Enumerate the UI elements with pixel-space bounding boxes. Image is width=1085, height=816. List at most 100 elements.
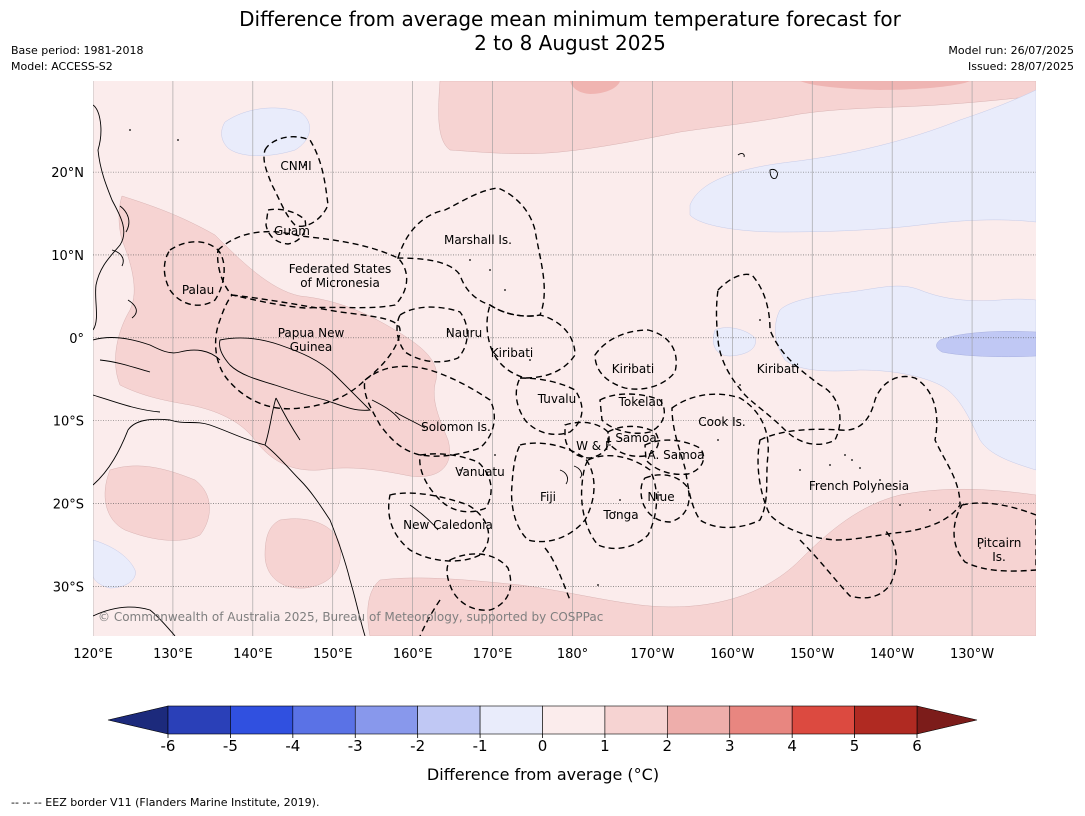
region-label: Palau	[182, 283, 214, 297]
cool-area-northeast	[689, 89, 1036, 233]
map-title: Difference from average mean minimum tem…	[0, 7, 1085, 55]
lon-tick-label: 150°E	[313, 647, 353, 662]
region-label-line: Federated States	[289, 262, 391, 276]
cool-area-southwest	[93, 539, 136, 589]
region-label-line: Tokelau	[618, 395, 664, 409]
eez-cook	[671, 393, 769, 529]
lon-tick-label: 120°E	[73, 647, 113, 662]
warm-area-north-pacific-core	[570, 81, 620, 94]
region-label-line: of Micronesia	[300, 276, 380, 290]
region-label: Cook Is.	[698, 415, 745, 429]
lat-tick-label: 10°N	[51, 249, 84, 264]
lon-tick-label: 150°W	[790, 647, 834, 662]
region-label-line: A. Samoa	[648, 448, 705, 462]
warm-area-north-pacific	[438, 81, 1036, 154]
region-label: CNMI	[280, 159, 311, 173]
warm-area-north-pacific-core-2	[800, 81, 970, 90]
colorbar-segment	[604, 705, 668, 735]
lon-tick-label: 180°	[557, 647, 588, 662]
colorbar-segment	[230, 705, 294, 735]
warm-area-australia	[104, 465, 210, 541]
lat-tick-label: 30°S	[53, 580, 84, 595]
coast-asia-philippines	[93, 104, 125, 331]
eez-cnmi	[263, 136, 329, 227]
region-label: Niue	[647, 490, 674, 504]
cool-area-northwest	[221, 107, 310, 157]
meta-right: Model run: 26/07/2025 Issued: 28/07/2025	[948, 43, 1074, 75]
base-period: Base period: 1981-2018	[11, 44, 144, 57]
region-label: Papua New Guinea	[278, 326, 345, 354]
region-label-line: Samoa	[615, 431, 656, 445]
lat-tick-label: 20°N	[51, 166, 84, 181]
eez-borders	[163, 136, 1036, 636]
colorbar-tick-label: 3	[725, 737, 735, 755]
eez-vanuatu	[419, 453, 492, 513]
region-label-line: W & F	[576, 439, 612, 453]
warm-area-south-central	[367, 488, 1036, 636]
region-label-line: Niue	[647, 490, 674, 504]
coast-indonesia	[93, 337, 221, 413]
region-label-line: French Polynesia	[809, 479, 909, 493]
lon-tick-label: 170°E	[473, 647, 513, 662]
colorbar-segments	[167, 705, 918, 735]
region-label: New Caledonia	[403, 518, 493, 532]
region-label-line: Pitcairn	[977, 536, 1022, 550]
latitude-tick-labels: 20°N 10°N 0° 10°S 20°S 30°S	[51, 166, 84, 595]
eez-tonga	[580, 455, 658, 550]
islands	[129, 129, 981, 586]
region-label-line: Papua New	[278, 326, 345, 340]
coast-philippines-islands	[111, 205, 137, 319]
colorbar-segment	[479, 705, 543, 735]
region-label-line: Tuvalu	[537, 392, 577, 406]
coast-hawaii	[737, 153, 778, 179]
colorbar-tick-label: 4	[787, 737, 797, 755]
lon-tick-label: 140°E	[233, 647, 273, 662]
colorbar-tick-labels: -6 -5 -4 -3 -2 -1 0 1 2 3 4 5 6	[161, 734, 922, 755]
region-label: French Polynesia	[809, 479, 909, 493]
region-label-line: Tonga	[602, 508, 638, 522]
colorbar-tick-label: -1	[473, 737, 488, 755]
region-label-line: Guinea	[290, 340, 333, 354]
coast-fiji	[559, 465, 583, 485]
eez-new-caledonia	[388, 492, 490, 562]
colorbar-tick-label: 2	[663, 737, 673, 755]
eez-palau	[163, 241, 225, 306]
colorbar-over-arrow	[916, 705, 978, 735]
region-label: Marshall Is.	[444, 233, 512, 247]
region-label: A. Samoa	[648, 448, 705, 462]
region-label: Federated States of Micronesia	[289, 262, 391, 290]
eez-kiribati-phoenix	[594, 329, 677, 390]
region-label: Solomon Is.	[421, 420, 491, 434]
longitude-tick-labels: 120°E 130°E 140°E 150°E 160°E 170°E 180° 170°W 1…	[73, 647, 994, 662]
warm-area-tasman	[264, 518, 341, 589]
eez-samoa	[607, 425, 660, 458]
eez-tokelau	[599, 393, 666, 434]
lon-tick-label: 160°E	[393, 647, 433, 662]
region-label: Tuvalu	[537, 392, 577, 406]
coast-australia	[93, 418, 366, 636]
region-labels: CNMI Guam Marshall Is. Federated States of M…	[182, 159, 1021, 564]
colorbar-tick-label: -5	[223, 737, 238, 755]
colorbar-segment	[417, 705, 481, 735]
eez-south-central-lines	[799, 529, 897, 599]
model-name: Model: ACCESS-S2	[11, 60, 113, 73]
issued-date: Issued: 28/07/2025	[967, 60, 1074, 73]
colorbar-tick-label: 0	[538, 737, 548, 755]
region-label: Kiribati	[757, 362, 799, 376]
region-label: Vanuatu	[455, 465, 505, 479]
region-label-line: Kiribati	[612, 362, 654, 376]
lat-tick-label: 10°S	[53, 415, 84, 430]
region-label: Fiji	[540, 490, 556, 504]
lon-tick-label: 130°E	[153, 647, 193, 662]
eez-kiribati-line	[715, 273, 841, 446]
colorbar-segment	[292, 705, 356, 735]
colorbar-segment	[667, 705, 731, 735]
colorbar-segment	[354, 705, 418, 735]
eez-french-polynesia	[757, 375, 961, 541]
region-label: W & F	[576, 439, 612, 453]
region-label-line: Guam	[274, 224, 310, 238]
footnote-eez-source: -- -- -- EEZ border V11 (Flanders Marine…	[11, 796, 320, 809]
eez-marshall	[397, 187, 545, 317]
lon-tick-label: 170°W	[630, 647, 674, 662]
lon-tick-label: 130°W	[950, 647, 994, 662]
